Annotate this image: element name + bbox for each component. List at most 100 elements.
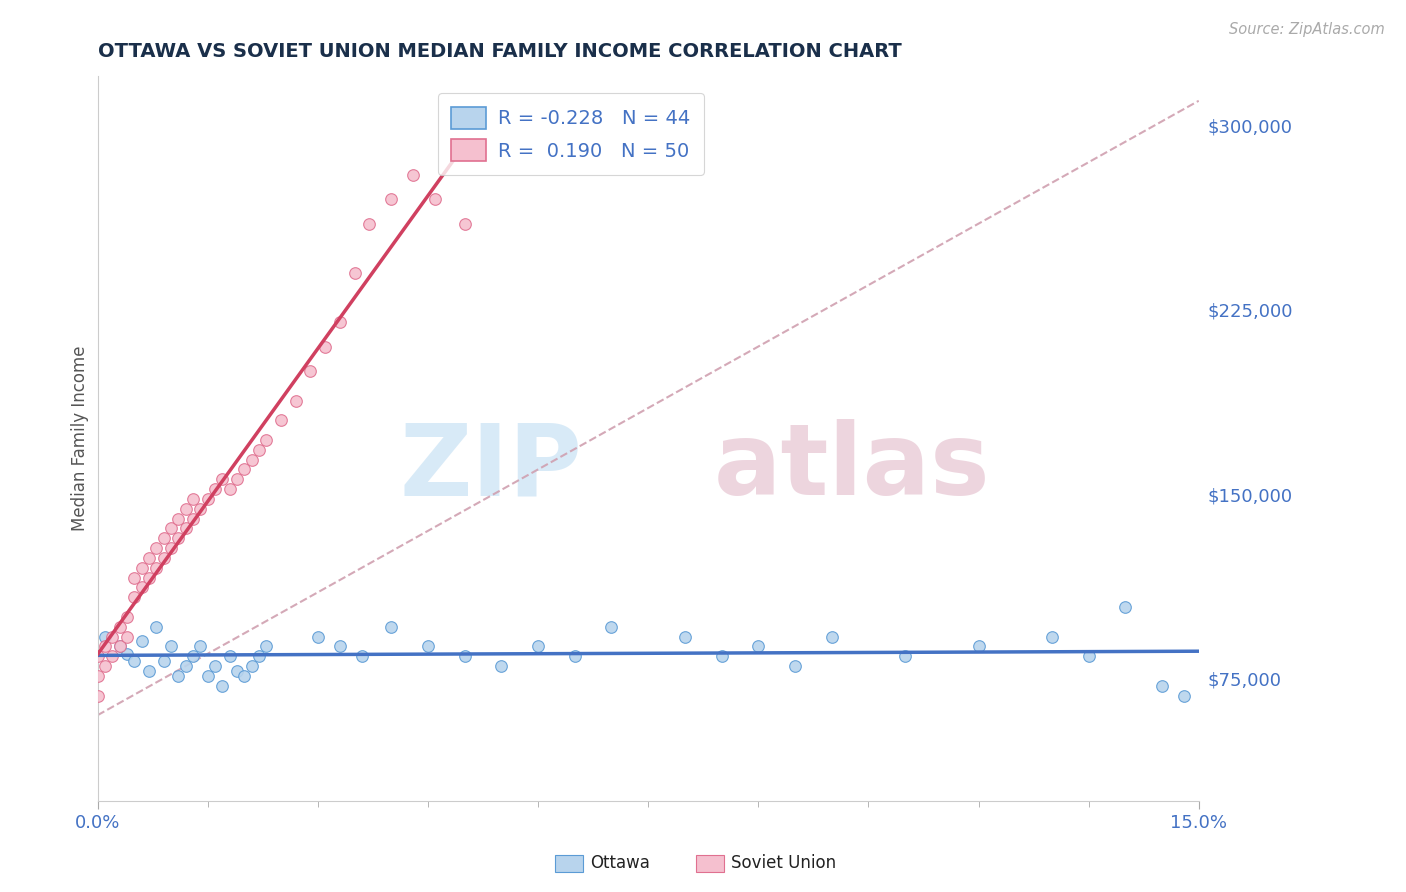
Point <box>167 511 190 525</box>
Text: Soviet Union: Soviet Union <box>731 855 837 872</box>
Point <box>152 654 174 668</box>
Point <box>174 501 197 516</box>
Point <box>197 669 219 683</box>
Point <box>115 647 138 661</box>
Point <box>131 634 153 648</box>
Point <box>138 570 160 584</box>
Point <box>115 610 138 624</box>
Point <box>402 168 425 182</box>
Point <box>197 491 219 506</box>
Point <box>211 679 233 693</box>
Point <box>343 266 366 280</box>
Point <box>233 462 256 476</box>
Point <box>94 659 117 673</box>
Point <box>188 640 211 654</box>
Point <box>254 433 277 447</box>
Point <box>94 640 117 654</box>
Point <box>299 364 322 378</box>
Point <box>1114 600 1136 615</box>
Point <box>453 649 475 664</box>
Point <box>247 649 270 664</box>
Point <box>1077 649 1099 664</box>
Point <box>160 640 183 654</box>
Text: Ottawa: Ottawa <box>591 855 651 872</box>
Point <box>226 472 249 486</box>
Point <box>145 560 167 574</box>
Point <box>86 689 108 703</box>
Point <box>204 659 226 673</box>
Point <box>783 659 806 673</box>
Point <box>380 192 402 206</box>
Text: ZIP: ZIP <box>399 419 582 516</box>
Point <box>86 649 108 664</box>
Point <box>307 630 329 644</box>
Point <box>1173 689 1195 703</box>
Point <box>86 669 108 683</box>
Point <box>108 620 131 634</box>
Point <box>359 217 381 231</box>
Point <box>115 630 138 644</box>
Point <box>108 640 131 654</box>
Point <box>894 649 917 664</box>
Point <box>967 640 990 654</box>
Point <box>380 620 402 634</box>
Point <box>240 452 263 467</box>
Point <box>152 531 174 545</box>
Point <box>1150 679 1173 693</box>
Point <box>167 531 190 545</box>
Point <box>174 659 197 673</box>
Point <box>233 669 256 683</box>
Point <box>821 630 844 644</box>
Point <box>240 659 263 673</box>
Point <box>181 649 204 664</box>
Point <box>218 649 240 664</box>
Point <box>131 581 153 595</box>
Point <box>416 640 439 654</box>
Point <box>564 649 586 664</box>
Point <box>124 654 146 668</box>
Point <box>254 640 277 654</box>
Point <box>218 482 240 496</box>
Point <box>138 664 160 678</box>
Point <box>329 315 352 329</box>
Point <box>425 192 447 206</box>
Text: Source: ZipAtlas.com: Source: ZipAtlas.com <box>1229 22 1385 37</box>
Point <box>181 491 204 506</box>
Point <box>1040 630 1063 644</box>
Point <box>247 442 270 457</box>
Point <box>600 620 623 634</box>
Point <box>491 659 513 673</box>
Point <box>204 482 226 496</box>
Point <box>527 640 550 654</box>
Point <box>211 472 233 486</box>
Point <box>181 511 204 525</box>
Text: atlas: atlas <box>714 419 991 516</box>
Point <box>329 640 352 654</box>
Point <box>188 501 211 516</box>
Legend: R = -0.228   N = 44, R =  0.190   N = 50: R = -0.228 N = 44, R = 0.190 N = 50 <box>437 93 704 175</box>
Point <box>152 550 174 565</box>
Point <box>124 591 146 605</box>
Point <box>160 541 183 555</box>
Point <box>101 630 124 644</box>
Point <box>145 620 167 634</box>
Point <box>124 570 146 584</box>
Point <box>131 560 153 574</box>
Point <box>270 413 292 427</box>
Point <box>108 640 131 654</box>
Point <box>747 640 769 654</box>
Text: OTTAWA VS SOVIET UNION MEDIAN FAMILY INCOME CORRELATION CHART: OTTAWA VS SOVIET UNION MEDIAN FAMILY INC… <box>97 42 901 61</box>
Point <box>350 649 373 664</box>
Point <box>160 521 183 535</box>
Point <box>94 630 117 644</box>
Point <box>226 664 249 678</box>
Point <box>284 393 307 408</box>
Point <box>673 630 696 644</box>
Point <box>101 649 124 664</box>
Y-axis label: Median Family Income: Median Family Income <box>72 346 89 532</box>
Point <box>145 541 167 555</box>
Point <box>314 340 336 354</box>
Point <box>174 521 197 535</box>
Point <box>167 669 190 683</box>
Point <box>138 550 160 565</box>
